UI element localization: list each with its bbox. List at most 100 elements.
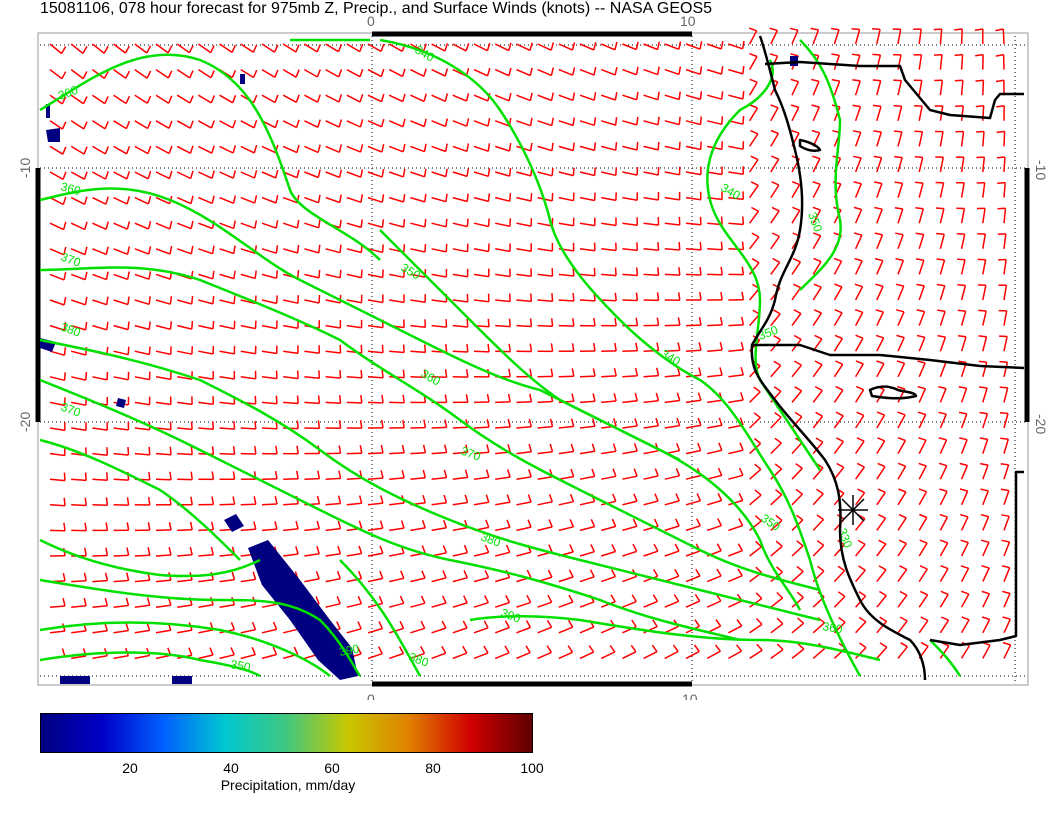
wind-barb-flag — [190, 471, 193, 480]
wind-barb — [876, 183, 883, 198]
wind-barb-flag — [168, 120, 173, 129]
wind-barb-flag — [794, 411, 803, 418]
wind-barb — [304, 145, 319, 154]
wind-barb — [219, 94, 233, 104]
wind-barb-flag — [380, 118, 385, 127]
wind-barb-flag — [918, 437, 927, 441]
wind-barb-flag — [894, 155, 903, 159]
wind-barb-flag — [508, 142, 512, 152]
wind-barb-flag — [507, 444, 511, 453]
wind-barb — [600, 651, 616, 660]
wind-barb — [346, 196, 362, 204]
wind-barb — [346, 145, 361, 153]
wind-barb-flag — [147, 496, 151, 506]
wind-barb — [113, 427, 129, 431]
wind-barb-flag — [381, 169, 385, 178]
wind-barb — [918, 285, 925, 301]
wind-barb — [473, 426, 490, 429]
wind-barb — [728, 374, 744, 378]
wind-barb-flag — [678, 267, 681, 276]
wind-barb — [918, 311, 926, 326]
plot-frame — [37, 32, 1029, 686]
wind-barb — [1003, 541, 1011, 557]
wind-barb-flag — [775, 566, 783, 573]
wind-barb — [495, 426, 511, 429]
wind-barb-flag — [380, 470, 384, 479]
wind-barb-flag — [550, 92, 554, 101]
wind-barb — [495, 196, 510, 202]
wind-barb — [49, 273, 65, 281]
wind-barb — [643, 43, 658, 51]
wind-barb — [537, 450, 553, 455]
wind-barb-flag — [169, 296, 173, 305]
wind-barb — [770, 519, 783, 531]
wind-barb — [685, 145, 701, 151]
wind-barb — [346, 94, 361, 103]
wind-barb-flag — [189, 120, 194, 129]
wind-barb-flag — [635, 91, 639, 100]
wind-barb-flag — [444, 43, 449, 52]
wind-barb — [473, 350, 490, 353]
wind-barb-flag — [63, 347, 67, 356]
wind-barb — [982, 490, 989, 506]
wind-barb — [876, 234, 884, 250]
wind-barb-flag — [796, 540, 804, 547]
wind-barb-flag — [104, 597, 109, 606]
wind-barb — [685, 600, 701, 608]
wind-barb-flag — [874, 257, 883, 262]
wind-barb-flag — [751, 206, 759, 212]
wind-barb-flag — [466, 143, 470, 152]
wind-barb — [155, 376, 171, 381]
wind-barb — [240, 145, 255, 154]
wind-barb-flag — [872, 28, 881, 31]
wind-barb-flag — [189, 521, 193, 530]
wind-barb-flag — [651, 644, 658, 653]
wind-barb-flag — [678, 91, 681, 100]
wind-barb — [155, 350, 171, 356]
wind-barb — [939, 131, 944, 147]
wind-barb-flag — [812, 181, 821, 186]
wind-barb-flag — [749, 78, 758, 83]
wind-barb — [707, 374, 723, 378]
wind-barb-flag — [62, 572, 66, 582]
wind-barb-flag — [484, 569, 490, 578]
wind-barb-flag — [211, 471, 215, 480]
wind-barb-flag — [632, 518, 638, 527]
wind-barb-flag — [742, 65, 745, 74]
wind-barb-flag — [572, 167, 575, 176]
wind-barb — [49, 222, 64, 231]
wind-barb-flag — [487, 343, 490, 352]
wind-barb — [622, 349, 638, 352]
wind-barb-flag — [169, 471, 172, 480]
wind-barb — [1003, 182, 1006, 198]
wind-barb-flag — [232, 145, 237, 154]
wind-barb-flag — [815, 437, 824, 443]
wind-barb — [410, 145, 425, 153]
wind-barb — [431, 476, 447, 480]
wind-barb-flag — [874, 206, 883, 210]
wind-barb-flag — [232, 446, 236, 455]
wind-barb — [346, 477, 362, 480]
wind-barb-flag — [445, 344, 448, 353]
wind-barb-flag — [773, 360, 782, 367]
wind-barb — [473, 145, 489, 152]
wind-barb-flag — [997, 181, 1006, 185]
wind-barb — [664, 525, 680, 532]
wind-barb-flag — [750, 129, 759, 135]
wind-barb-flag — [232, 120, 237, 129]
wind-barb-flag — [896, 334, 905, 339]
wind-barb — [113, 248, 128, 255]
wind-barb — [325, 350, 341, 354]
wind-barb-flag — [592, 393, 596, 402]
wind-barb — [1003, 208, 1007, 224]
wind-barb — [198, 401, 214, 405]
wind-barb — [622, 475, 638, 480]
wind-barb-flag — [63, 271, 67, 281]
wind-barb-flag — [357, 570, 363, 579]
wind-barb-flag — [104, 622, 109, 631]
wind-barb-flag — [487, 143, 491, 152]
wind-barb — [876, 414, 886, 429]
wind-barb-flag — [62, 146, 67, 155]
wind-barb-flag — [336, 570, 342, 579]
wind-barb-flag — [125, 572, 130, 581]
